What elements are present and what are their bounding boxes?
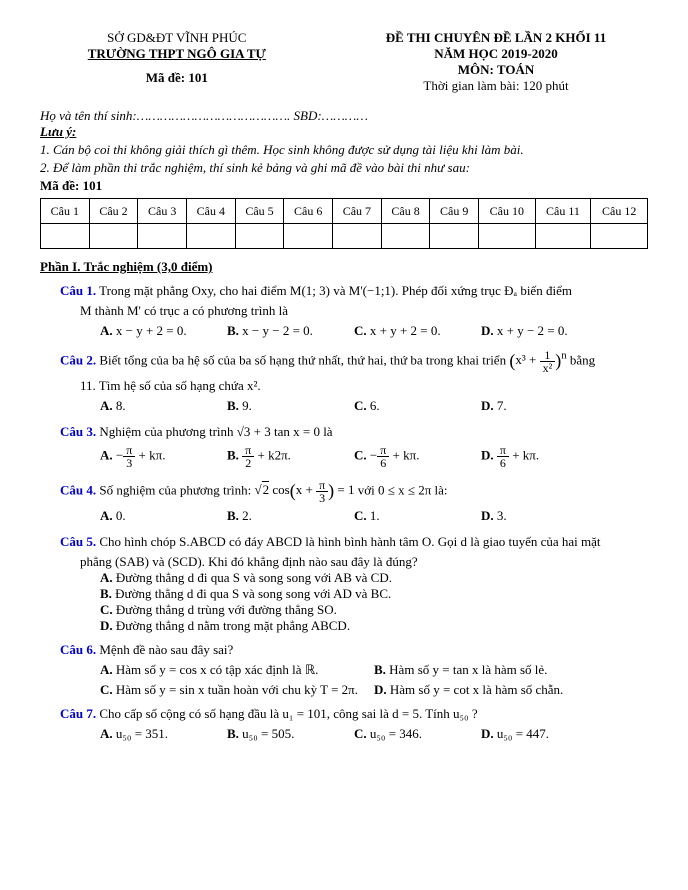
school: TRƯỜNG THPT NGÔ GIA TỰ [40, 46, 314, 62]
q7: Câu 7. Cho cấp số cộng có số hạng đầu là… [60, 706, 648, 722]
part1-title: Phần I. Trắc nghiệm (3,0 điểm) [40, 259, 648, 275]
choice-C: C. 1. [354, 508, 481, 524]
duration: Thời gian làm bài: 120 phút [344, 78, 648, 94]
q3: Câu 3. Nghiệm của phương trình √3 + 3 ta… [60, 424, 648, 440]
exam-code: Mã đề: 101 [40, 70, 314, 86]
choice-C: C. Hàm số y = sin x tuần hoàn với chu kỳ… [100, 682, 374, 698]
choice-D: D. π6 + kπ. [481, 444, 608, 469]
choice-D: D. Hàm số y = cot x là hàm số chẵn. [374, 682, 648, 698]
choice-A: A. −π3 + kπ. [100, 444, 227, 469]
year: NĂM HỌC 2019-2020 [344, 46, 648, 62]
q2-choices: A. 8. B. 9. C. 6. D. 7. [100, 398, 608, 414]
code-label: Mã đề: 101 [40, 178, 648, 194]
choice-C: C. u₅₀ = 346. [354, 726, 481, 742]
choice-B: B. x − y − 2 = 0. [227, 323, 354, 339]
table-header-row: Câu 1 Câu 2 Câu 3 Câu 4 Câu 5 Câu 6 Câu … [41, 199, 648, 224]
q1-body: M thành M' có trục a có phương trình là [80, 303, 648, 319]
table-empty-row [41, 224, 648, 249]
th: Câu 8 [381, 199, 430, 224]
header: SỞ GD&ĐT VĨNH PHÚC TRƯỜNG THPT NGÔ GIA T… [40, 30, 648, 94]
choice-D: D. u₅₀ = 447. [481, 726, 608, 742]
q5-A: A. Đường thẳng d đi qua S và song song v… [100, 570, 648, 586]
answer-table: Câu 1 Câu 2 Câu 3 Câu 4 Câu 5 Câu 6 Câu … [40, 198, 648, 249]
q1-choices: A. x − y + 2 = 0. B. x − y − 2 = 0. C. x… [100, 323, 608, 339]
choice-D: D. 7. [481, 398, 608, 414]
note2: 2. Để làm phần thi trắc nghiệm, thí sinh… [40, 160, 648, 176]
note-title: Lưu ý: [40, 124, 76, 140]
th: Câu 10 [479, 199, 535, 224]
subject: MÔN: TOÁN [344, 62, 648, 78]
th: Câu 1 [41, 199, 90, 224]
choice-B: B. π2 + k2π. [227, 444, 354, 469]
choice-D: D. 3. [481, 508, 608, 524]
q7-choices: A. u₅₀ = 351. B. u₅₀ = 505. C. u₅₀ = 346… [100, 726, 608, 742]
th: Câu 11 [535, 199, 591, 224]
choice-A: A. 8. [100, 398, 227, 414]
q4-choices: A. 0. B. 2. C. 1. D. 3. [100, 508, 608, 524]
choice-B: B. 2. [227, 508, 354, 524]
name-line: Họ và tên thí sinh:…………………………………. SBD:……… [40, 108, 648, 124]
choice-C: C. 6. [354, 398, 481, 414]
q1: Câu 1. Trong mặt phẳng Oxy, cho hai điểm… [60, 283, 648, 299]
th: Câu 6 [284, 199, 333, 224]
q5-D: D. Đường thẳng d nằm trong mặt phẳng ABC… [100, 618, 648, 634]
th: Câu 7 [333, 199, 382, 224]
q5: Câu 5. Cho hình chóp S.ABCD có đáy ABCD … [60, 534, 648, 550]
th: Câu 4 [187, 199, 236, 224]
q4: Câu 4. Số nghiệm của phương trình: √2 co… [60, 479, 648, 504]
q6-row1: A. Hàm số y = cos x có tập xác định là ℝ… [100, 662, 648, 678]
q6: Câu 6. Mệnh đề nào sau đây sai? [60, 642, 648, 658]
choice-C: C. x + y + 2 = 0. [354, 323, 481, 339]
choice-A: A. x − y + 2 = 0. [100, 323, 227, 339]
dept: SỞ GD&ĐT VĨNH PHÚC [40, 30, 314, 46]
choice-D: D. x + y − 2 = 0. [481, 323, 608, 339]
th: Câu 5 [235, 199, 284, 224]
q2: Câu 2. Biết tổng của ba hệ số của ba số … [60, 349, 648, 374]
q4-expr: √2 cos(x + π3) = 1 [254, 482, 357, 497]
th: Câu 3 [138, 199, 187, 224]
q2-body: 11. Tìm hệ số của số hạng chứa x². [80, 378, 648, 394]
choice-B: B. Hàm số y = tan x là hàm số lẻ. [374, 662, 648, 678]
choice-B: B. u₅₀ = 505. [227, 726, 354, 742]
choice-A: A. Hàm số y = cos x có tập xác định là ℝ… [100, 662, 374, 678]
q2-expr: (x³ + 1x²)n [509, 352, 570, 367]
exam-title: ĐỀ THI CHUYÊN ĐỀ LẦN 2 KHỐI 11 [344, 30, 648, 46]
th: Câu 2 [89, 199, 138, 224]
choice-A: A. 0. [100, 508, 227, 524]
q5-C: C. Đường thẳng d trùng với đường thẳng S… [100, 602, 648, 618]
choice-B: B. 9. [227, 398, 354, 414]
q5-B: B. Đường thẳng d đi qua S và song song v… [100, 586, 648, 602]
choice-A: A. u₅₀ = 351. [100, 726, 227, 742]
q3-choices: A. −π3 + kπ. B. π2 + k2π. C. −π6 + kπ. D… [100, 444, 608, 469]
header-right: ĐỀ THI CHUYÊN ĐỀ LẦN 2 KHỐI 11 NĂM HỌC 2… [344, 30, 648, 94]
th: Câu 12 [591, 199, 648, 224]
q5-body: phẳng (SAB) và (SCD). Khi đó khẳng định … [80, 554, 648, 570]
note1: 1. Cán bộ coi thi không giải thích gì th… [40, 142, 648, 158]
choice-C: C. −π6 + kπ. [354, 444, 481, 469]
header-left: SỞ GD&ĐT VĨNH PHÚC TRƯỜNG THPT NGÔ GIA T… [40, 30, 314, 94]
q6-row2: C. Hàm số y = sin x tuần hoàn với chu kỳ… [100, 682, 648, 698]
th: Câu 9 [430, 199, 479, 224]
